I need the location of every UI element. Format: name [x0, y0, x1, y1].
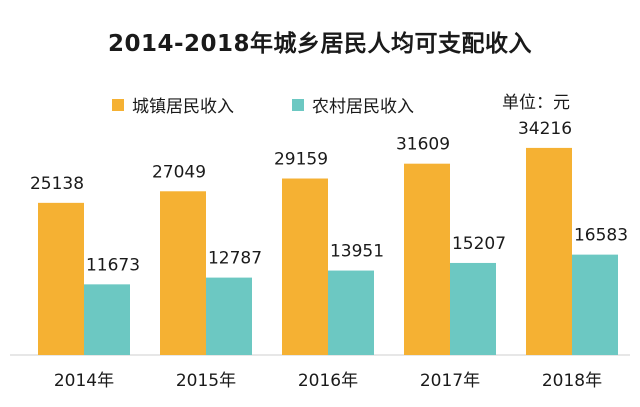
- data-label-rural-3: 15207: [452, 234, 506, 254]
- bar-rural-1: [206, 277, 252, 355]
- unit-note: 单位：元: [502, 93, 570, 113]
- x-tick-label-3: 2017年: [420, 371, 480, 391]
- bar-rural-0: [84, 284, 130, 355]
- bar-urban-4: [526, 147, 572, 355]
- bar-rural-4: [572, 254, 618, 355]
- legend-label-urban: 城镇居民收入: [132, 97, 234, 117]
- legend-swatch-rural: [292, 98, 304, 111]
- data-label-urban-2: 29159: [274, 150, 328, 170]
- data-label-urban-3: 31609: [396, 135, 450, 155]
- bar-urban-3: [404, 163, 450, 355]
- data-label-rural-2: 13951: [330, 242, 384, 262]
- x-tick-label-0: 2014年: [54, 371, 114, 391]
- legend-label-rural: 农村居民收入: [312, 97, 414, 117]
- data-label-urban-0: 25138: [30, 174, 84, 194]
- bar-urban-2: [282, 178, 328, 355]
- legend-item-urban: 城镇居民收入: [112, 92, 234, 117]
- chart-title: 2014-2018年城乡居民人均可支配收入: [107, 31, 533, 57]
- legend-swatch-urban: [112, 98, 124, 111]
- x-tick-label-2: 2016年: [298, 371, 358, 391]
- data-label-rural-0: 11673: [86, 255, 140, 275]
- bar-rural-3: [450, 262, 496, 355]
- x-tick-label-4: 2018年: [542, 371, 602, 391]
- data-label-rural-1: 12787: [208, 249, 262, 269]
- bar-rural-2: [328, 270, 374, 355]
- bar-urban-1: [160, 191, 206, 355]
- data-label-rural-4: 16583: [574, 226, 628, 246]
- legend-item-rural: 农村居民收入: [292, 92, 414, 117]
- chart-legend: 城镇居民收入 农村居民收入: [0, 92, 640, 117]
- data-label-urban-1: 27049: [152, 162, 206, 182]
- bar-urban-0: [38, 202, 84, 355]
- x-tick-label-1: 2015年: [176, 371, 236, 391]
- data-label-urban-4: 34216: [518, 119, 572, 139]
